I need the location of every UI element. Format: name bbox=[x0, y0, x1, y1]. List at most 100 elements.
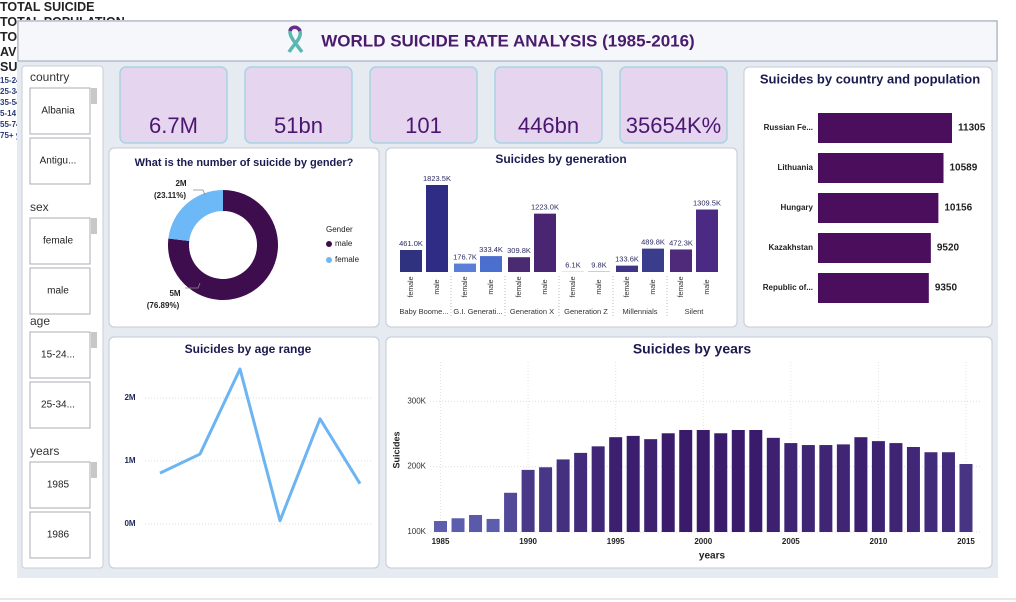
x-tick-label: female bbox=[462, 276, 469, 297]
panel bbox=[385, 147, 738, 328]
scrollbar bbox=[91, 332, 97, 348]
x-tick-label: male bbox=[596, 279, 603, 294]
slicer-title: age bbox=[30, 314, 50, 328]
bar bbox=[486, 518, 500, 532]
y-tick-label: Hungary bbox=[781, 203, 814, 212]
chart-title: Suicides by generation bbox=[495, 152, 626, 166]
bar bbox=[670, 249, 692, 272]
bar bbox=[616, 265, 638, 272]
donut-slice bbox=[168, 190, 278, 300]
x-tick-label: male bbox=[704, 279, 711, 294]
slicer-item-label[interactable]: Albania bbox=[41, 106, 75, 117]
x-tick-label: female bbox=[408, 276, 415, 297]
group-label: Millennials bbox=[622, 307, 657, 316]
slicer-item[interactable] bbox=[29, 331, 91, 379]
slicer-title: years bbox=[30, 444, 59, 458]
bar bbox=[836, 444, 850, 532]
kpi-card bbox=[494, 66, 603, 144]
x-tick-label: 2015 bbox=[957, 537, 975, 546]
bar bbox=[642, 248, 664, 272]
bar bbox=[504, 492, 518, 532]
ribbon-icon bbox=[287, 25, 304, 54]
x-tick-label: 2010 bbox=[870, 537, 888, 546]
slicer-panel bbox=[21, 65, 104, 569]
bar bbox=[539, 467, 553, 532]
bar bbox=[818, 153, 944, 183]
bar bbox=[871, 441, 885, 532]
data-label: 1823.5K bbox=[423, 174, 451, 183]
bar bbox=[534, 213, 556, 272]
group-label: G.I. Generati... bbox=[453, 307, 502, 316]
slicer-item[interactable] bbox=[29, 381, 91, 429]
y-tick-label: Russian Fe... bbox=[764, 123, 813, 132]
bar bbox=[784, 443, 798, 532]
kpi-value: 35654K% bbox=[626, 113, 721, 138]
slicer-item[interactable] bbox=[29, 217, 91, 265]
kpi-value: 51bn bbox=[274, 113, 323, 138]
bar bbox=[889, 443, 903, 532]
slicer-item-label[interactable]: female bbox=[43, 236, 73, 247]
bar bbox=[959, 464, 973, 532]
bar bbox=[696, 430, 710, 532]
bar bbox=[749, 430, 763, 532]
slicer-item-label[interactable]: 1985 bbox=[47, 480, 70, 491]
y-tick-label: Kazakhstan bbox=[769, 243, 814, 252]
legend-label: female bbox=[335, 255, 360, 264]
slicer-item-label[interactable]: 25-34... bbox=[41, 400, 75, 411]
kpi-value: 6.7M bbox=[149, 113, 198, 138]
bar bbox=[924, 452, 938, 532]
bar bbox=[818, 233, 931, 263]
data-label: 1223.0K bbox=[531, 203, 559, 212]
bar bbox=[696, 209, 718, 272]
kpi-card bbox=[119, 66, 228, 144]
panel bbox=[108, 336, 380, 569]
kpi-value: 101 bbox=[405, 113, 442, 138]
group-label: Generation X bbox=[510, 307, 554, 316]
slicer-item[interactable] bbox=[29, 511, 91, 559]
data-label: (76.89%) bbox=[147, 301, 180, 310]
bar bbox=[818, 193, 939, 223]
x-tick-label: female bbox=[678, 276, 685, 297]
data-label: 11305 bbox=[958, 123, 986, 134]
y-tick-label: 100K bbox=[407, 527, 426, 536]
legend-label: male bbox=[335, 239, 353, 248]
data-label: 2M bbox=[175, 179, 186, 188]
slicer-item[interactable] bbox=[29, 87, 91, 135]
slicer-item-label[interactable]: 15-24... bbox=[41, 350, 75, 361]
x-tick-label: 2000 bbox=[694, 537, 712, 546]
slicer-item-label[interactable]: Antigu... bbox=[40, 156, 77, 167]
bar bbox=[469, 515, 483, 532]
bar bbox=[434, 521, 448, 532]
slicer-item[interactable] bbox=[29, 137, 91, 185]
x-tick-label: 2005 bbox=[782, 537, 800, 546]
leader-line bbox=[185, 282, 201, 289]
chart-title: Suicides by country and population bbox=[760, 71, 980, 86]
x-tick-label: male bbox=[488, 279, 495, 294]
slicer-item[interactable] bbox=[29, 267, 91, 315]
group-label: Silent bbox=[685, 307, 705, 316]
y-tick-label: 300K bbox=[407, 396, 426, 405]
bar bbox=[731, 430, 745, 532]
y-tick-label: 200K bbox=[407, 462, 426, 471]
line bbox=[159, 367, 362, 523]
y-axis-label: Suicides bbox=[391, 431, 401, 468]
legend-title: Gender bbox=[326, 225, 353, 234]
chart-title: Suicides by years bbox=[633, 341, 752, 357]
data-label: 472.3K bbox=[669, 238, 693, 247]
data-label: 9.8K bbox=[591, 261, 606, 270]
bar bbox=[400, 250, 422, 272]
slicer-item-label[interactable]: male bbox=[47, 286, 69, 297]
leader-line bbox=[193, 189, 206, 196]
slicer-item-label[interactable]: 1986 bbox=[47, 530, 70, 541]
y-tick-label: Republic of... bbox=[763, 283, 813, 292]
x-tick-label: female bbox=[624, 276, 631, 297]
bar bbox=[854, 437, 868, 532]
data-label: 1309.5K bbox=[693, 199, 721, 208]
donut-slice bbox=[168, 190, 223, 241]
header-bar bbox=[17, 20, 998, 62]
slicer-item[interactable] bbox=[29, 461, 91, 509]
x-tick-label: male bbox=[650, 279, 657, 294]
y-tick-label: 1M bbox=[124, 456, 135, 465]
bar bbox=[906, 447, 920, 532]
